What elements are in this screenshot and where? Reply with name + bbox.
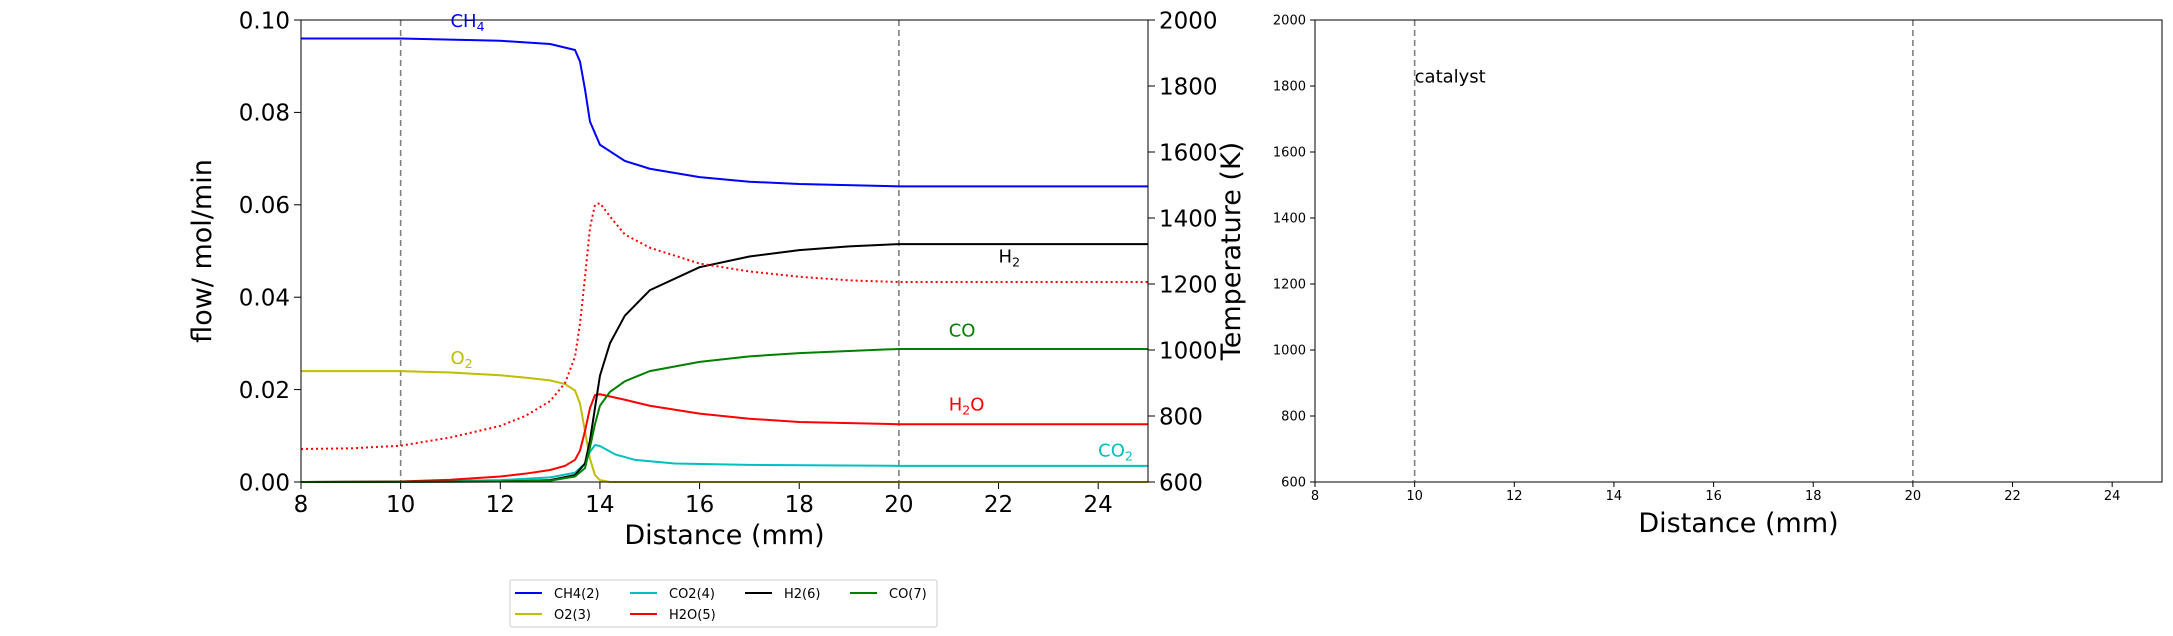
annotation-label: H2 [999,247,1021,270]
y-tick-label: 0.02 [239,378,290,404]
y2-tick-label: 1600 [1159,140,1218,166]
series-line-h2o-5- [300,393,1148,483]
annotation-label: CH4 [450,11,484,34]
x-axis-label: Distance (mm) [624,520,824,551]
x-tick-label: 14 [585,492,614,518]
annotation-subscript: 4 [477,19,485,34]
y-tick-label: 1400 [1273,212,1306,227]
annotation-base: H [999,247,1013,268]
series-line-h2-6- [300,243,1148,483]
x-tick-label: 12 [486,492,515,518]
y-tick-label: 1200 [1273,278,1306,293]
y-tick-label: 1800 [1273,80,1306,95]
right-chart-panel: 8 10 12 14 16 18 20 22 24 600 800 1000 1200 1400 1600 1… [1273,14,2163,539]
x-tick-label: 22 [2004,489,2021,504]
y-tick-label: 0.04 [239,285,290,311]
annotation-subscript: 2 [1012,255,1020,270]
y-tick-label: 0.00 [239,470,290,496]
plot-frame [1314,19,2163,483]
annotation-tail: O [970,394,984,415]
y2-axis-label: Temperature (K) [1216,142,1247,361]
legend-entry-label: H2O(5) [669,608,716,623]
y2-tick-label: 2000 [1159,8,1218,34]
annotation-label: CO2 [1098,441,1133,464]
x-tick-label: 18 [1805,489,1822,504]
annotation-subscript: 2 [465,356,473,371]
left-chart-panel: 8 10 12 14 16 18 20 22 240.000.020.040.060.080.1… [187,8,1247,551]
x-tick-label: 12 [1506,489,1523,504]
y2-tick-label: 1200 [1159,272,1218,298]
series-line-o2-3- [301,370,1148,483]
y2-tick-label: 1400 [1159,206,1218,232]
y2-tick-label: 800 [1159,404,1203,430]
annotation-label: catalyst [1415,67,1486,88]
annotation-base: CH [450,11,476,32]
plot-frame [300,19,1149,483]
legend-entry-label: CO2(4) [669,587,715,602]
annotation-base: catalyst [1415,67,1486,88]
series-line-temperature [300,202,1148,450]
x-tick-label: 16 [685,492,714,518]
legend-entry-label: CH4(2) [554,587,600,602]
annotation-base: O [450,348,464,369]
x-tick-label: 16 [1705,489,1722,504]
x-tick-label: 20 [884,492,913,518]
x-tick-label: 18 [785,492,814,518]
legend-box [509,579,938,628]
x-tick-label: 24 [2104,489,2121,504]
series-line-co2-4- [300,444,1148,483]
annotation-label: O2 [450,348,472,371]
x-tick-label: 10 [1406,489,1423,504]
x-tick-label: 20 [1905,489,1922,504]
y-tick-label: 800 [1281,410,1306,425]
legend-entry-label: O2(3) [554,608,591,623]
legend-entry-label: H2(6) [784,587,820,602]
y-tick-label: 0.06 [239,193,290,219]
annotation-subscript: 2 [1125,449,1133,464]
y2-tick-label: 600 [1159,470,1203,496]
y-tick-label: 600 [1281,476,1306,491]
y-tick-label: 0.10 [239,8,290,34]
x-tick-label: 10 [386,492,415,518]
x-tick-label: 22 [984,492,1013,518]
x-tick-label: 8 [294,492,309,518]
series-line-co-7- [300,347,1148,483]
x-tick-label: 14 [1606,489,1623,504]
x-tick-label: 24 [1084,492,1113,518]
x-tick-label: 8 [1311,489,1319,504]
y-tick-label: 1600 [1273,146,1306,161]
annotation-subscript: 2 [962,402,970,417]
y2-tick-label: 1800 [1159,74,1218,100]
annotation-base: CO [949,320,976,341]
y2-tick-label: 1000 [1159,338,1218,364]
annotation-label: H2O [949,394,985,417]
legend-entry-label: CO(7) [889,587,927,602]
legend: CH4(2) CO2(4) H2(6) CO(7) O2(3) H2O(5) [509,579,938,628]
x-axis-label: Distance (mm) [1638,508,1838,539]
y-tick-label: 1000 [1273,344,1306,359]
y-tick-label: 2000 [1273,14,1306,29]
series-line-ch4-2- [301,37,1148,188]
y-tick-label: 0.08 [239,101,290,127]
annotation-label: CO [949,320,976,341]
y-axis-label: flow/ mol/min [187,159,218,343]
annotation-base: H [949,394,963,415]
annotation-base: CO [1098,441,1125,462]
